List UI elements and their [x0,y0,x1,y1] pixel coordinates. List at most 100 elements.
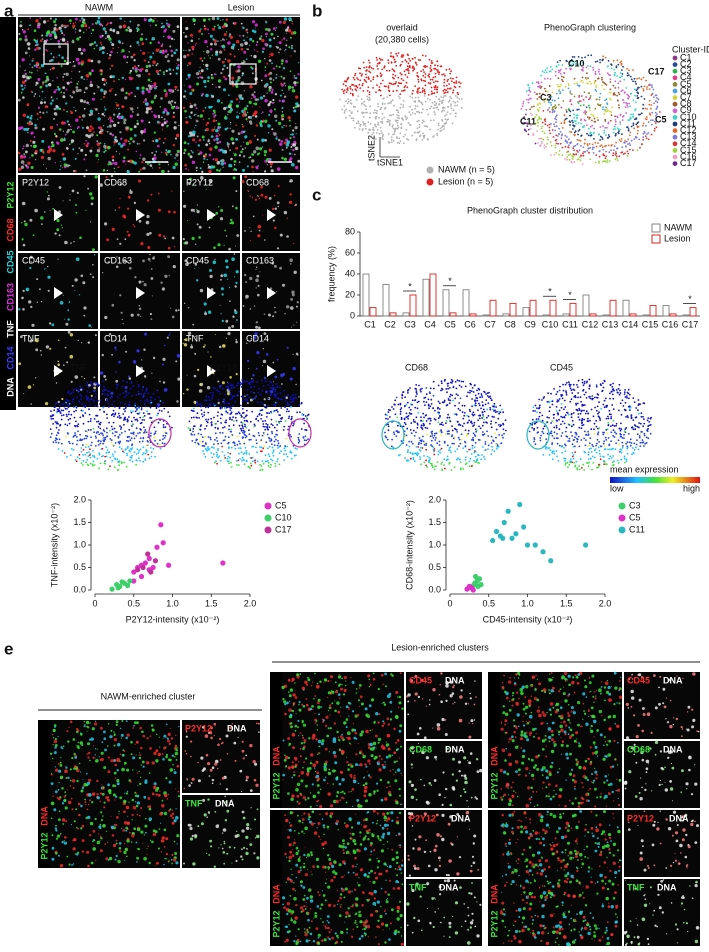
tsne-point [458,98,460,100]
tsne-point [295,394,297,396]
tsne-point [643,77,645,79]
cell [53,27,56,30]
tsne-point [401,117,403,119]
cell [295,106,297,108]
tsne-point [453,101,455,103]
cell [165,50,168,53]
cell [161,45,163,47]
cell [290,146,292,148]
cell [214,43,217,46]
tsne-point [409,60,411,62]
x-tick-label: C13 [602,319,619,329]
tsne-point [137,413,139,415]
tsne-point [436,135,438,137]
tsne-point [145,390,147,392]
tsne-point [94,390,96,392]
cell [176,134,179,137]
cell [217,40,219,42]
tsne-point [262,426,264,428]
cell [218,206,219,207]
cell [292,129,294,131]
tsne-point [595,85,597,87]
tsne-point [192,431,194,433]
tsne-point [147,400,149,402]
cell [175,153,178,156]
cell [229,36,230,37]
legend-label: NAWM [664,222,692,232]
cell [86,169,88,171]
cell [109,117,112,120]
cell [190,112,192,114]
tsne-point [109,457,111,459]
tsne-point [436,133,438,135]
tsne-point [435,96,437,98]
tsne-point [436,91,438,93]
tsne-point [644,131,646,133]
tsne-point [114,466,116,468]
tsne-point [392,124,394,126]
tsne-point [123,392,125,394]
cell [109,132,112,135]
cell [150,25,151,26]
tsne-point [350,93,352,95]
tsne-point [269,426,271,428]
tsne-point [422,108,424,110]
axis-label: tSNE1 [377,157,403,167]
tsne-point [303,423,305,425]
tsne-point [290,396,292,398]
cell [222,69,224,71]
cell [98,159,99,160]
tsne-point [542,126,544,128]
tsne-point [286,408,288,410]
tsne-point [654,130,656,132]
cell [265,66,267,68]
cell [152,37,155,40]
tsne-point [126,466,128,468]
cell [48,146,51,149]
cell [298,396,299,397]
tsne-point [600,136,602,138]
cell [200,67,201,68]
tsne-point [561,76,563,78]
tsne-point [630,93,632,95]
tsne-point [610,145,612,147]
tsne-point [396,90,398,92]
cell [129,77,131,79]
cell [127,231,129,233]
tsne-point [68,411,70,413]
tsne-point [81,462,83,464]
tsne-point [418,97,420,99]
cluster-tag: C10 [568,58,585,68]
tsne-point [123,419,125,421]
tsne-point [389,82,391,84]
cell [116,151,117,152]
tsne-point [582,153,584,155]
cell [175,89,176,90]
tsne-point [244,380,246,382]
cell [203,155,205,157]
cell [42,128,45,131]
tsne-point [656,97,658,99]
tsne-point [396,122,398,124]
cell [27,116,30,119]
cell [205,25,206,26]
tsne-point [240,447,242,449]
tsne-point [454,105,456,107]
tsne-point [646,116,648,118]
cell [83,315,85,317]
tsne-point [134,405,136,407]
tsne-point [354,73,356,75]
cell [231,257,235,261]
tsne-point [607,161,609,163]
cell [293,136,295,138]
tsne-point [534,92,536,94]
tsne-point [125,406,127,408]
tsne-point [459,86,461,88]
cell [221,102,223,104]
cell [107,126,109,128]
cell [241,48,244,51]
cell [118,207,120,209]
cell [36,47,39,50]
cell [125,29,128,32]
cell [29,157,30,158]
